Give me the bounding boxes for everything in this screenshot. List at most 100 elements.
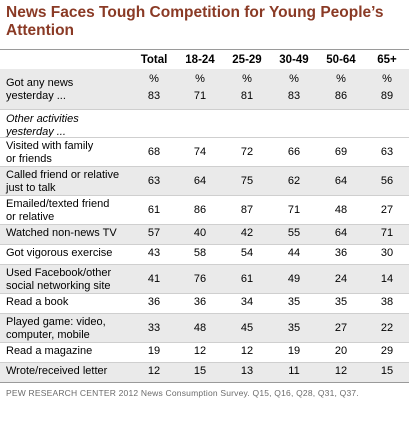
value-cell: 57: [147, 227, 161, 239]
unit-cell: %: [289, 73, 299, 85]
header-top-rule: [0, 49, 409, 50]
chart-title: News Faces Tough Competition for Young P…: [6, 4, 384, 39]
value-cell: 12: [147, 365, 161, 377]
value-cell: 48: [193, 322, 207, 334]
value-cell: 63: [380, 146, 394, 158]
unit-cell: %: [195, 73, 205, 85]
value-cell: 81: [240, 90, 254, 102]
row-shade: [0, 313, 409, 342]
value-cell: 40: [193, 227, 207, 239]
value-cell: 36: [193, 296, 207, 308]
row-rule: [0, 362, 409, 363]
section-label: Other activities: [6, 113, 79, 125]
value-cell: 58: [193, 247, 207, 259]
value-cell: 66: [287, 146, 301, 158]
value-cell: 71: [193, 90, 207, 102]
row-label: Wrote/received letter: [6, 365, 108, 377]
value-cell: 72: [240, 146, 254, 158]
value-cell: 14: [380, 273, 394, 285]
value-cell: 74: [193, 146, 207, 158]
value-cell: 24: [334, 273, 348, 285]
row-label: Read a magazine: [6, 345, 93, 357]
row-label: Visited with family: [6, 140, 94, 152]
value-cell: 20: [334, 345, 348, 357]
row-shade: [0, 69, 409, 109]
table-bottom-rule: [0, 382, 409, 383]
row-rule: [0, 137, 409, 138]
value-cell: 83: [147, 90, 161, 102]
row-rule: [0, 166, 409, 167]
row-label: yesterday ...: [6, 89, 66, 102]
row-label: Emailed/texted friend: [6, 198, 110, 210]
value-cell: 76: [193, 273, 207, 285]
value-cell: 30: [380, 247, 394, 259]
row-rule: [0, 342, 409, 343]
value-cell: 13: [240, 365, 254, 377]
value-cell: 86: [334, 90, 348, 102]
value-cell: 54: [240, 247, 254, 259]
value-cell: 35: [334, 296, 348, 308]
unit-cell: %: [382, 73, 392, 85]
unit-cell: %: [336, 73, 346, 85]
value-cell: 11: [288, 365, 300, 377]
value-cell: 86: [193, 204, 207, 216]
value-cell: 36: [147, 296, 161, 308]
row-shade: [0, 264, 409, 293]
column-header: Total: [140, 54, 168, 66]
row-label: Watched non-news TV: [6, 227, 117, 239]
value-cell: 22: [380, 322, 394, 334]
value-cell: 83: [287, 90, 301, 102]
value-cell: 33: [147, 322, 161, 334]
value-cell: 27: [380, 204, 394, 216]
value-cell: 35: [287, 296, 301, 308]
row-shade: [0, 224, 409, 244]
value-cell: 15: [193, 365, 207, 377]
value-cell: 42: [240, 227, 254, 239]
unit-cell: %: [242, 73, 252, 85]
row-rule: [0, 293, 409, 294]
row-label: just to talk: [6, 181, 56, 194]
value-cell: 89: [380, 90, 394, 102]
section-label: yesterday ...: [6, 125, 66, 138]
row-label: Called friend or relative: [6, 169, 120, 181]
row-label: Used Facebook/other: [6, 267, 112, 279]
value-cell: 63: [147, 175, 161, 187]
row-label: computer, mobile: [6, 328, 90, 341]
value-cell: 62: [287, 175, 301, 187]
value-cell: 12: [334, 365, 348, 377]
value-cell: 41: [147, 273, 161, 285]
value-cell: 87: [240, 204, 254, 216]
value-cell: 64: [334, 227, 348, 239]
row-shade: [0, 362, 409, 382]
value-cell: 71: [380, 227, 394, 239]
row-rule: [0, 224, 409, 225]
value-cell: 43: [147, 247, 161, 259]
value-cell: 36: [334, 247, 348, 259]
value-cell: 61: [147, 204, 161, 216]
row-rule: [0, 313, 409, 314]
value-cell: 27: [334, 322, 348, 334]
value-cell: 29: [380, 345, 394, 357]
value-cell: 68: [147, 146, 161, 158]
row-label: Played game: video,: [6, 316, 106, 328]
column-header: 65+: [377, 54, 397, 66]
value-cell: 69: [334, 146, 348, 158]
row-rule: [0, 264, 409, 265]
value-cell: 19: [147, 345, 161, 357]
value-cell: 64: [334, 175, 348, 187]
value-cell: 15: [380, 365, 394, 377]
row-label: Got any news: [6, 77, 74, 89]
value-cell: 61: [240, 273, 254, 285]
row-shade: [0, 166, 409, 195]
row-rule: [0, 195, 409, 196]
value-cell: 56: [380, 175, 394, 187]
value-cell: 44: [287, 247, 301, 259]
value-cell: 12: [240, 345, 254, 357]
row-label: social networking site: [6, 279, 111, 292]
value-cell: 48: [334, 204, 348, 216]
row-label: or friends: [6, 152, 52, 165]
row-label: or relative: [6, 210, 55, 223]
value-cell: 45: [240, 322, 254, 334]
column-header: 18-24: [185, 54, 215, 66]
